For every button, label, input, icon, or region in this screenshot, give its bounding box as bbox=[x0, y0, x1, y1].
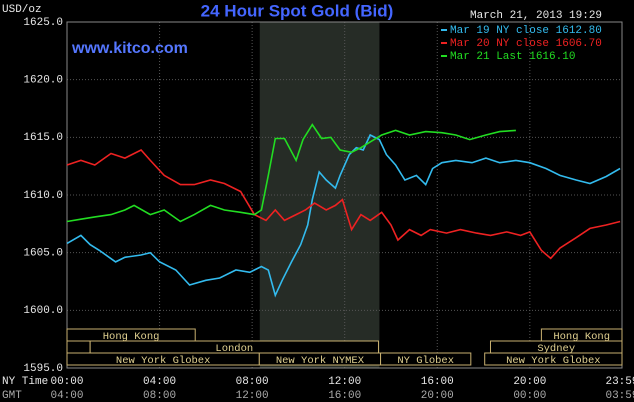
x-tick-label: 00:00 bbox=[50, 376, 83, 388]
site-label: www.kitco.com bbox=[71, 40, 188, 57]
x-tick-label: 16:00 bbox=[421, 376, 454, 388]
x2-tick-label: 16:00 bbox=[328, 390, 361, 402]
y-tick-label: 1625.0 bbox=[23, 17, 63, 29]
x2-tick-label: 12:00 bbox=[236, 390, 269, 402]
x-tick-label: 12:00 bbox=[328, 376, 361, 388]
series-line bbox=[66, 133, 621, 298]
x-tick-label: 20:00 bbox=[513, 376, 546, 388]
x2-tick-label: 03:59 bbox=[605, 390, 634, 402]
session-label: New York Globex bbox=[116, 355, 211, 367]
y-tick-label: 1615.0 bbox=[23, 132, 63, 144]
x2-tick-label: 20:00 bbox=[421, 390, 454, 402]
session-label: New York NYMEX bbox=[276, 355, 365, 367]
session-label: New York Globex bbox=[506, 355, 601, 367]
x2-tick-label: 08:00 bbox=[143, 390, 176, 402]
session-label: NY Globex bbox=[397, 355, 454, 367]
series-line bbox=[66, 149, 621, 260]
y-tick-label: 1620.0 bbox=[23, 75, 63, 87]
x2-axis-label: GMT bbox=[2, 390, 22, 402]
legend-entry: Mar 19 NY close 1612.80 bbox=[450, 25, 602, 37]
y-tick-label: 1600.0 bbox=[23, 305, 63, 317]
session-bar bbox=[484, 352, 623, 366]
x-tick-label: 23:59 bbox=[605, 376, 634, 388]
chart-title: 24 Hour Spot Gold (Bid) bbox=[201, 1, 394, 20]
plot-border bbox=[66, 21, 623, 369]
session-label: Hong Kong bbox=[553, 331, 610, 343]
date-label: March 21, 2013 19:29 bbox=[470, 10, 602, 22]
y-axis-label: USD/oz bbox=[2, 4, 42, 16]
y-tick-label: 1595.0 bbox=[23, 363, 63, 375]
session-label: Sydney bbox=[537, 343, 575, 355]
x2-tick-label: 04:00 bbox=[50, 390, 83, 402]
x2-tick-label: 00:00 bbox=[513, 390, 546, 402]
y-tick-label: 1605.0 bbox=[23, 248, 63, 260]
series-line bbox=[66, 123, 516, 223]
x-axis-label: NY Time bbox=[2, 376, 48, 388]
x-tick-label: 08:00 bbox=[236, 376, 269, 388]
y-tick-label: 1610.0 bbox=[23, 190, 63, 202]
session-bar bbox=[380, 352, 472, 366]
session-label: Hong Kong bbox=[103, 331, 160, 343]
legend-entry: Mar 20 NY close 1606.70 bbox=[450, 38, 602, 50]
legend-entry: Mar 21 Last 1616.10 bbox=[450, 51, 575, 63]
x-tick-label: 04:00 bbox=[143, 376, 176, 388]
session-label: London bbox=[215, 343, 253, 355]
session-bar bbox=[66, 340, 91, 354]
